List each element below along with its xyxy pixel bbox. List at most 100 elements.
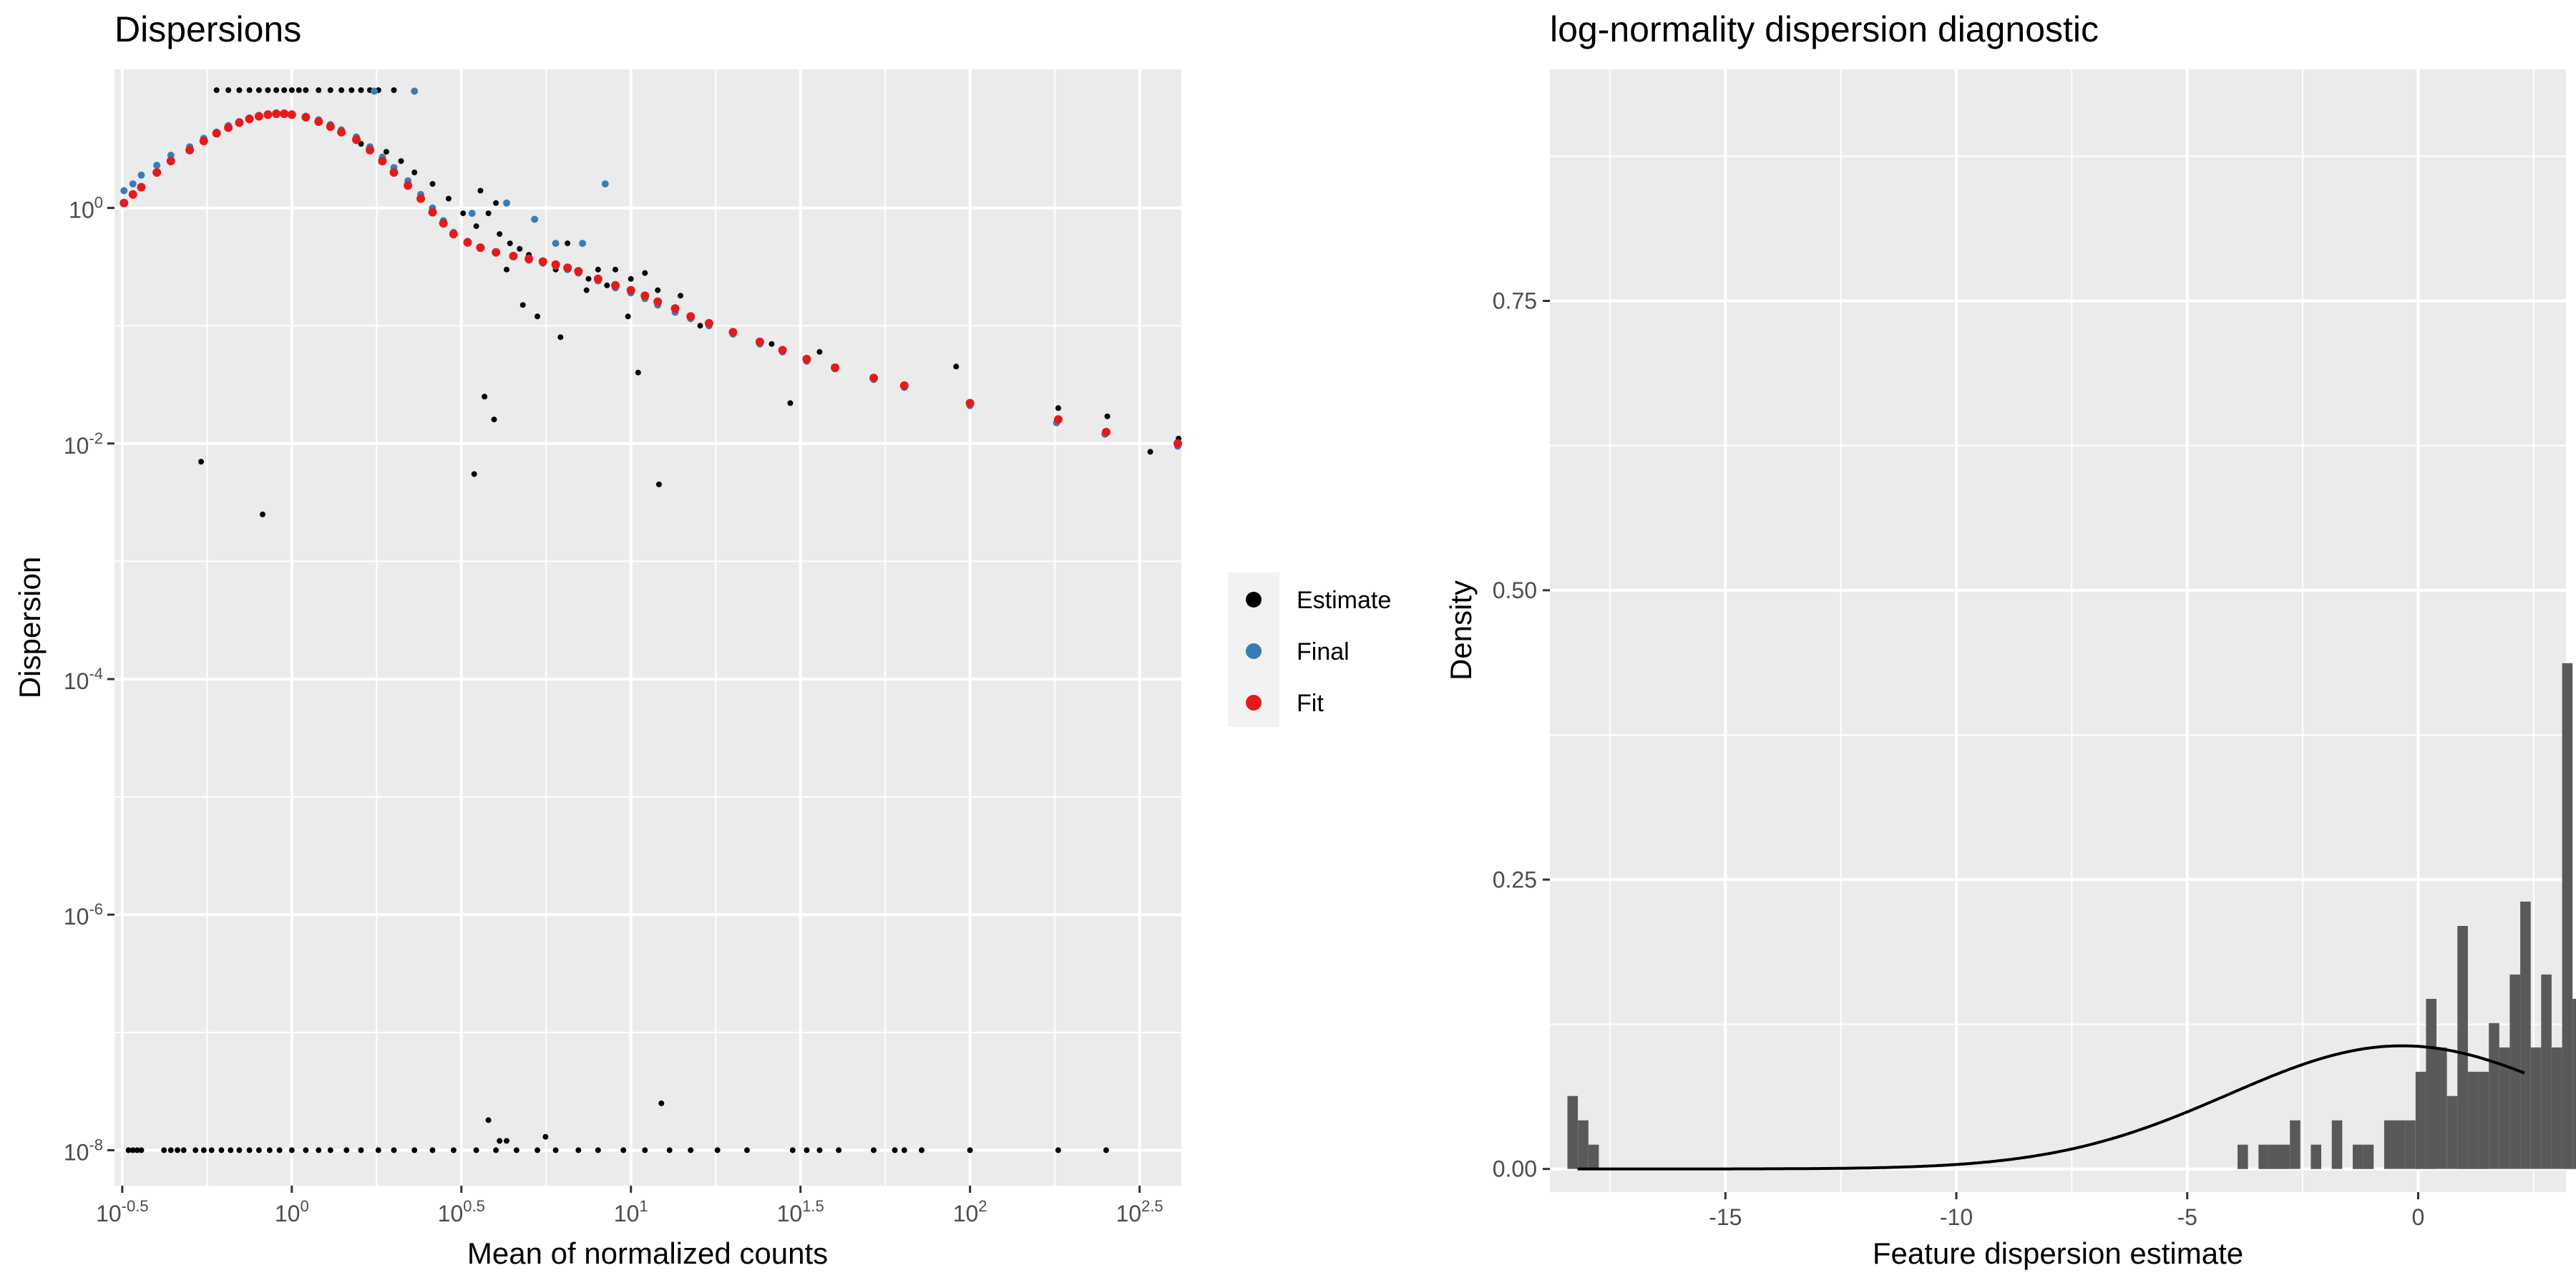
point-fit [137, 182, 146, 192]
point-estimate [429, 1147, 436, 1153]
point-fit [287, 110, 296, 119]
histogram-bar [2238, 1144, 2248, 1169]
point-estimate [383, 149, 389, 155]
point-estimate [575, 1147, 582, 1153]
point-estimate [429, 181, 436, 187]
dispersion-panel: Dispersions 10-0.5 100 100.5 101 101.5 102 102… [13, 9, 1182, 1270]
point-estimate [542, 1133, 549, 1140]
point-estimate [507, 240, 513, 247]
point-final [167, 152, 175, 159]
point-fit [245, 114, 254, 124]
point-estimate [613, 266, 618, 273]
point-fit [476, 243, 485, 253]
point-estimate [411, 170, 418, 175]
histogram-bar [2311, 1144, 2321, 1169]
histogram-bar [2363, 1144, 2374, 1169]
histogram-bar [2436, 1047, 2447, 1169]
point-fit [352, 135, 361, 145]
legend-label-estimate: Estimate [1297, 587, 1391, 614]
point-estimate [213, 87, 220, 93]
point-estimate [1055, 405, 1061, 411]
point-final [371, 87, 378, 95]
point-estimate [535, 1147, 540, 1153]
point-fit [326, 122, 335, 131]
point-estimate [552, 1147, 559, 1153]
point-estimate [236, 87, 243, 93]
point-fit [235, 118, 244, 127]
point-estimate [519, 302, 526, 308]
point-estimate [450, 1147, 457, 1153]
point-estimate [804, 1147, 810, 1153]
legend-key-final [1246, 643, 1262, 659]
histogram-bar [1578, 1120, 1589, 1169]
point-fit [653, 297, 663, 306]
histogram-bar [2489, 1023, 2499, 1169]
point-estimate [635, 369, 641, 376]
point-fit [869, 374, 878, 383]
point-estimate [620, 1147, 627, 1153]
dispersion-x-tick-label: 100.5 [438, 1197, 485, 1226]
point-estimate [167, 1147, 174, 1153]
point-final [137, 171, 145, 179]
point-estimate [585, 275, 592, 282]
point-estimate [175, 1147, 180, 1153]
point-fit [166, 157, 175, 166]
point-estimate [482, 394, 488, 400]
histogram-bar [2467, 1071, 2479, 1169]
point-estimate [1055, 1147, 1061, 1153]
point-estimate [625, 313, 631, 320]
point-fit [593, 274, 602, 283]
point-fit [337, 127, 346, 137]
dispersion-x-axis-title: Mean of normalized counts [467, 1236, 828, 1270]
histogram-bar [2394, 1120, 2406, 1169]
point-final [531, 215, 539, 223]
point-estimate [604, 282, 610, 288]
point-estimate [288, 87, 295, 93]
point-estimate [460, 210, 467, 217]
point-estimate [688, 1147, 694, 1153]
point-estimate [642, 270, 648, 276]
point-final [468, 210, 476, 218]
legend-label-fit: Fit [1297, 690, 1324, 717]
point-estimate [816, 348, 823, 355]
dispersion-x-tick-label: 100 [275, 1197, 309, 1226]
point-estimate [273, 87, 280, 93]
dispersion-y-tick-label: 10-6 [64, 900, 103, 930]
histogram-bar [2415, 1071, 2426, 1169]
point-estimate [180, 1147, 187, 1153]
histogram-bar [2572, 998, 2576, 1169]
point-estimate [391, 1147, 397, 1153]
point-estimate [255, 87, 262, 93]
point-fit [199, 137, 208, 146]
point-estimate [485, 1117, 492, 1123]
point-estimate [288, 1147, 295, 1153]
diagnostic-x-tick-label: -15 [1709, 1204, 1742, 1230]
dispersion-x-tick-label: 101.5 [777, 1197, 824, 1226]
point-final [601, 180, 609, 187]
histogram-bar [2353, 1144, 2363, 1169]
point-estimate [583, 287, 590, 293]
point-fit [626, 286, 635, 295]
point-final [503, 199, 510, 207]
histogram-bar [2279, 1144, 2290, 1169]
diagnostic-x-tick-label: -10 [1940, 1204, 1973, 1230]
point-estimate [225, 87, 232, 93]
point-estimate [246, 1147, 253, 1153]
point-fit [314, 117, 323, 126]
point-fit [449, 230, 458, 239]
point-fit [728, 328, 738, 337]
point-fit [1174, 439, 1182, 448]
legend-key-fit [1246, 695, 1262, 711]
point-fit [416, 194, 425, 203]
histogram-bar [2541, 974, 2552, 1169]
point-estimate [697, 323, 703, 329]
point-estimate [491, 416, 497, 423]
point-estimate [281, 87, 288, 93]
point-fit [428, 208, 437, 217]
dispersion-x-tick-label: 102.5 [1116, 1197, 1163, 1226]
point-fit [755, 337, 764, 346]
point-estimate [892, 1147, 898, 1153]
histogram-bar [2520, 902, 2531, 1169]
point-final [120, 187, 128, 195]
